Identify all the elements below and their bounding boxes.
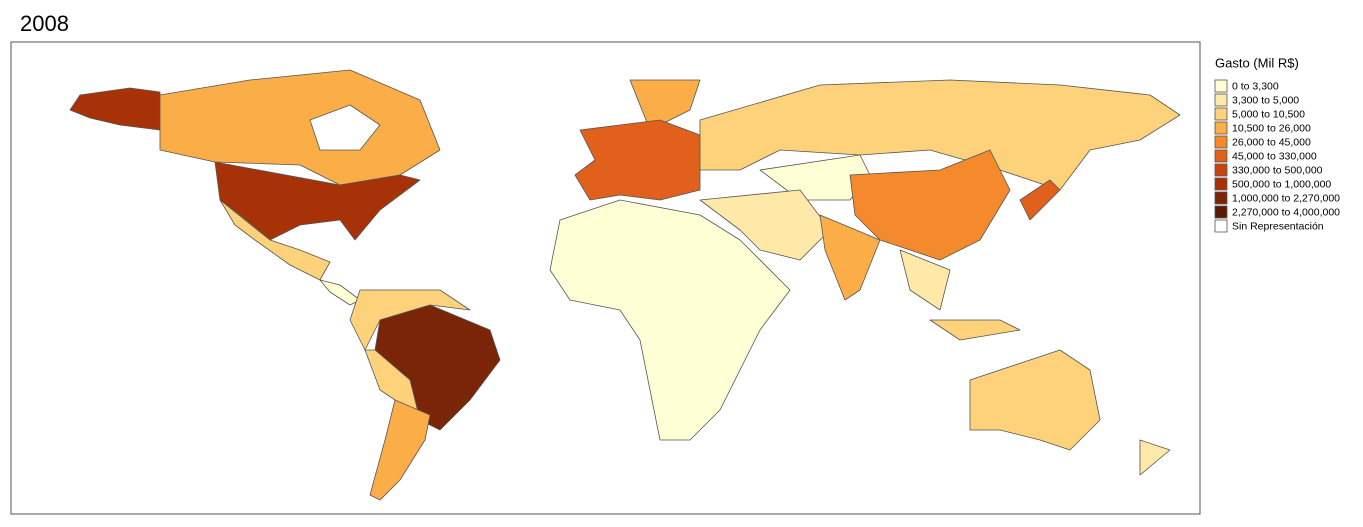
country xyxy=(899,249,951,311)
legend-title: Gasto (Mil R$) xyxy=(1215,55,1299,70)
country xyxy=(309,104,381,151)
country xyxy=(214,161,421,241)
map-countries xyxy=(69,69,1181,501)
country xyxy=(699,79,1181,191)
country xyxy=(69,87,161,131)
country xyxy=(549,199,791,441)
country xyxy=(929,319,1021,341)
legend-swatch xyxy=(1214,135,1228,149)
legend-label: 2,270,000 to 4,000,000 xyxy=(1232,206,1340,218)
legend-label: 1,000,000 to 2,270,000 xyxy=(1232,192,1340,204)
legend-swatch xyxy=(1214,79,1228,93)
legend-swatch xyxy=(1214,107,1228,121)
legend-swatch xyxy=(1214,205,1228,219)
map-title: 2008 xyxy=(20,11,69,36)
legend-label: 26,000 to 45,000 xyxy=(1232,136,1311,148)
legend-swatch xyxy=(1214,121,1228,135)
legend-label: 10,500 to 26,000 xyxy=(1232,122,1311,134)
legend-label: 5,000 to 10,500 xyxy=(1232,108,1305,120)
legend: 0 to 3,300 3,300 to 5,000 5,000 to 10,500 1… xyxy=(1214,79,1340,233)
country xyxy=(969,349,1101,451)
country xyxy=(699,189,831,261)
legend-label: 0 to 3,300 xyxy=(1232,80,1279,92)
legend-swatch xyxy=(1214,93,1228,107)
legend-swatch xyxy=(1214,177,1228,191)
legend-swatch xyxy=(1214,163,1228,177)
legend-label: 45,000 to 330,000 xyxy=(1232,150,1317,162)
legend-label: Sin Representación xyxy=(1232,220,1324,232)
legend-label: 330,000 to 500,000 xyxy=(1232,164,1323,176)
country xyxy=(629,79,701,131)
legend-label: 500,000 to 1,000,000 xyxy=(1232,178,1331,190)
country xyxy=(574,119,701,201)
country xyxy=(849,149,1011,261)
country xyxy=(819,214,881,301)
country xyxy=(1139,439,1171,476)
legend-label: 3,300 to 5,000 xyxy=(1232,94,1299,106)
legend-swatch xyxy=(1214,191,1228,205)
country xyxy=(369,399,431,501)
country xyxy=(319,279,361,306)
legend-swatch xyxy=(1214,149,1228,163)
legend-swatch xyxy=(1214,219,1228,233)
country xyxy=(1019,179,1061,221)
